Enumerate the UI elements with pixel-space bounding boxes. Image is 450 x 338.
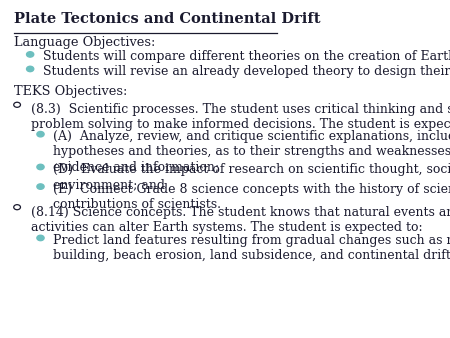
Text: Plate Tectonics and Continental Drift: Plate Tectonics and Continental Drift [14,12,320,26]
Text: Students will compare different theories on the creation of Earth.: Students will compare different theories… [43,50,450,63]
Circle shape [27,66,34,72]
Circle shape [37,164,44,170]
Text: (8.3)  Scientific processes. The student uses critical thinking and scientific
p: (8.3) Scientific processes. The student … [31,103,450,131]
Text: (D)  Evaluate the impact of research on scientific thought, society, and the
env: (D) Evaluate the impact of research on s… [53,163,450,191]
Circle shape [37,235,44,241]
Text: TEKS Objectives:: TEKS Objectives: [14,85,127,98]
Circle shape [37,184,44,189]
Text: Students will revise an already developed theory to design their own theory.: Students will revise an already develope… [43,65,450,78]
Text: Predict land features resulting from gradual changes such as mountain
building, : Predict land features resulting from gra… [53,234,450,262]
Text: Language Objectives:: Language Objectives: [14,36,155,49]
Circle shape [27,52,34,57]
Text: (8.14) Science concepts. The student knows that natural events and human
activit: (8.14) Science concepts. The student kno… [31,206,450,234]
Circle shape [37,131,44,137]
Text: (E)  Connect Grade 8 science concepts with the history of science and
contributi: (E) Connect Grade 8 science concepts wit… [53,183,450,211]
Text: (A)  Analyze, review, and critique scientific explanations, including
hypotheses: (A) Analyze, review, and critique scient… [53,130,450,173]
